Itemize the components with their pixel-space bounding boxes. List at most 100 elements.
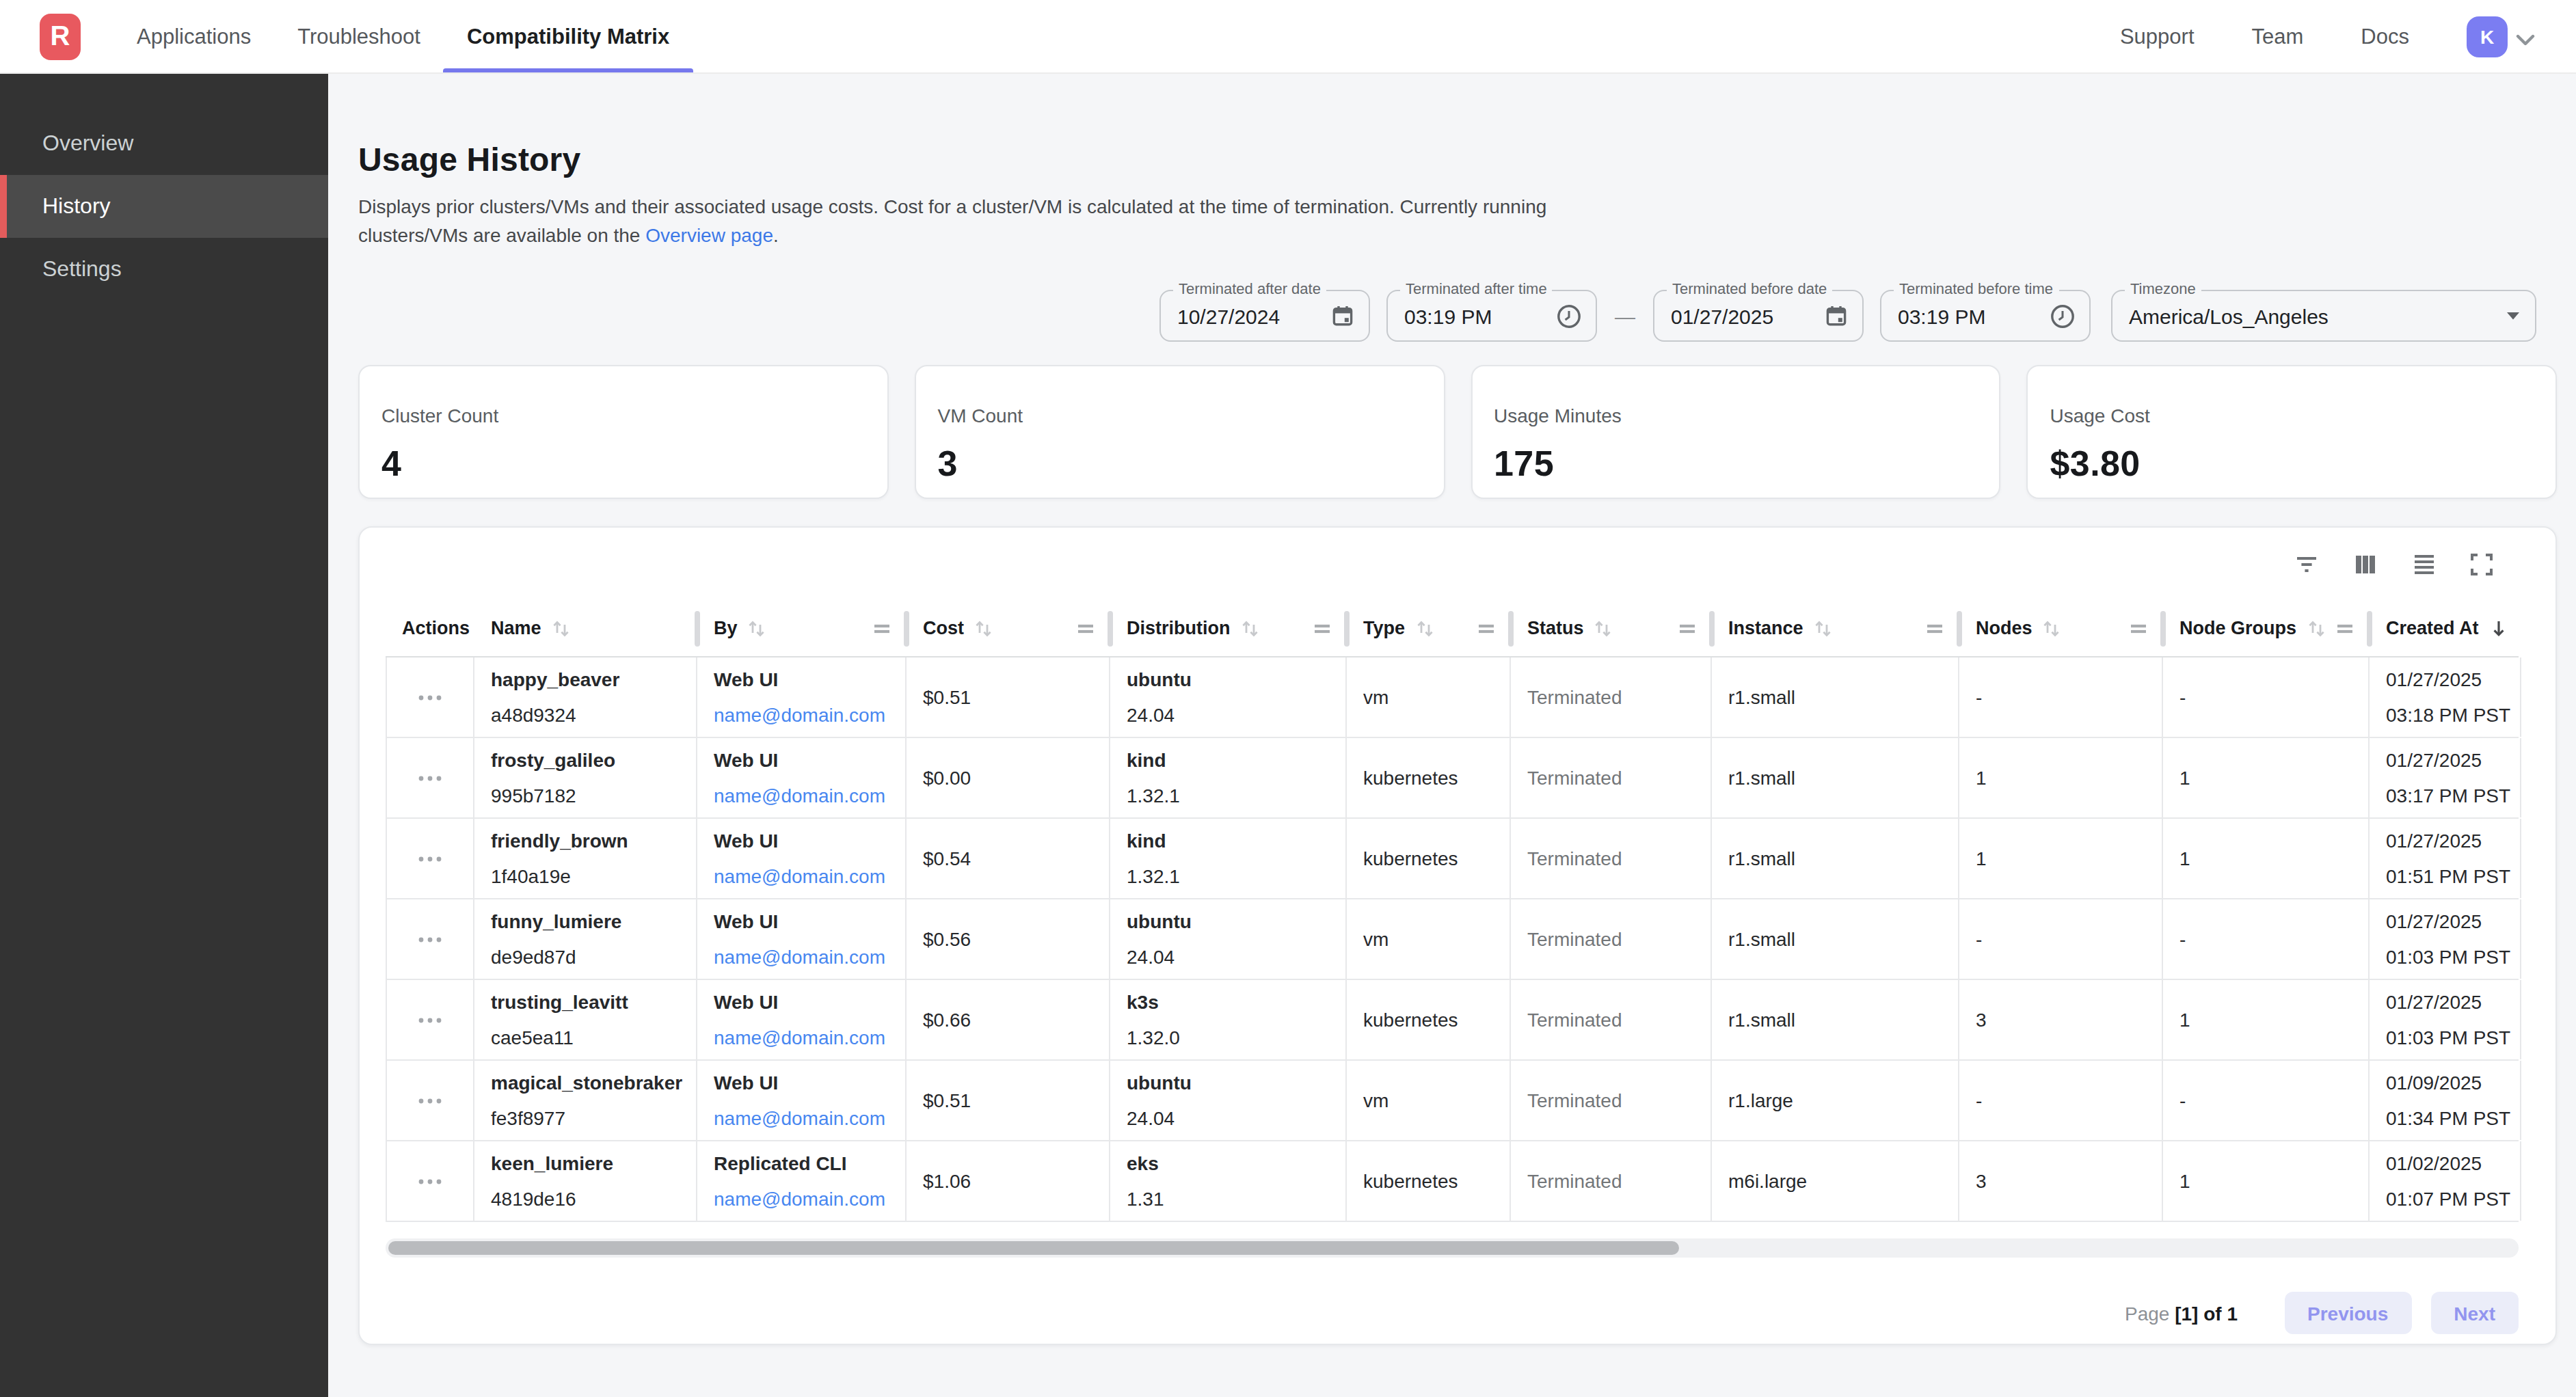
row-actions-button[interactable] [386,980,474,1059]
column-header-actions[interactable]: Actions [386,600,474,656]
created-date: 01/09/2025 [2386,1065,2504,1100]
filter-icon[interactable] [2293,551,2320,578]
created-by-email[interactable]: name@domain.com [714,858,889,894]
cell-by: Web UIname@domain.com [697,980,907,1059]
column-header-created-at[interactable]: Created At [2370,600,2521,656]
main-content: Usage History Displays prior clusters/VM… [328,74,2576,1397]
next-button[interactable]: Next [2430,1292,2519,1334]
column-resize-handle[interactable] [1344,611,1350,647]
overview-page-link[interactable]: Overview page [645,224,773,246]
column-menu-icon[interactable] [1478,621,1494,635]
sidebar-item-settings[interactable]: Settings [0,238,328,301]
stat-card-usage-minutes: Usage Minutes 175 [1471,365,2001,499]
column-resize-handle[interactable] [695,611,700,647]
scrollbar-thumb[interactable] [388,1241,1679,1255]
table-row[interactable]: friendly_brown1f40a19eWeb UIname@domain.… [386,819,2519,899]
column-menu-icon[interactable] [874,621,890,635]
table-row[interactable]: funny_lumierede9ed87dWeb UIname@domain.c… [386,899,2519,980]
sort-icon[interactable] [1240,618,1261,638]
replicated-logo[interactable]: R [40,13,81,59]
column-menu-icon[interactable] [1077,621,1094,635]
avatar[interactable]: K [2467,16,2508,57]
row-actions-button[interactable] [386,1061,474,1140]
row-actions-button[interactable] [386,1141,474,1221]
row-actions-button[interactable] [386,657,474,737]
filter-terminated-after-time[interactable]: Terminated after time03:19 PM [1386,290,1597,342]
column-resize-handle[interactable] [2160,611,2166,647]
column-header-name[interactable]: Name [474,600,697,656]
calendar-icon[interactable] [1330,303,1355,328]
dropdown-arrow-icon[interactable] [2505,310,2521,321]
created-by-email[interactable]: name@domain.com [714,1020,889,1055]
created-by-email[interactable]: name@domain.com [714,939,889,975]
sidebar-item-overview[interactable]: Overview [0,112,328,175]
column-header-status[interactable]: Status [1511,600,1712,656]
sort-icon[interactable] [747,618,768,638]
sort-desc-icon[interactable] [2488,618,2509,638]
sidebar-item-history[interactable]: History [0,175,328,238]
created-by-email[interactable]: name@domain.com [714,1100,889,1136]
fullscreen-icon[interactable] [2469,552,2494,577]
row-actions-button[interactable] [386,899,474,979]
column-menu-icon[interactable] [2130,621,2147,635]
column-header-cost[interactable]: Cost [907,600,1110,656]
cell-by: Web UIname@domain.com [697,738,907,817]
nav-support[interactable]: Support [2120,24,2195,49]
column-menu-icon[interactable] [1927,621,1943,635]
created-by-email[interactable]: name@domain.com [714,778,889,813]
row-actions-button[interactable] [386,819,474,898]
table-row[interactable]: keen_lumiere4819de16Replicated CLIname@d… [386,1141,2519,1222]
nav-team[interactable]: Team [2252,24,2304,49]
column-menu-icon[interactable] [2337,621,2353,635]
created-by-email[interactable]: name@domain.com [714,697,889,733]
nav-tab-compatibility-matrix[interactable]: Compatibility Matrix [444,0,693,72]
column-header-nodes[interactable]: Nodes [1959,600,2163,656]
usage-table-card: ActionsNameByCostDistributionTypeStatusI… [358,526,2557,1345]
column-resize-handle[interactable] [1508,611,1514,647]
sort-icon[interactable] [2306,618,2326,638]
column-menu-icon[interactable] [1314,621,1330,635]
nav-tab-troubleshoot[interactable]: Troubleshoot [274,0,444,72]
clock-icon[interactable] [2050,303,2076,329]
created-date: 01/27/2025 [2386,742,2504,778]
nav-tab-applications[interactable]: Applications [113,0,274,72]
table-row[interactable]: happy_beavera48d9324Web UIname@domain.co… [386,657,2519,738]
sort-icon[interactable] [1594,618,1614,638]
column-resize-handle[interactable] [1709,611,1715,647]
column-header-distribution[interactable]: Distribution [1110,600,1347,656]
filter-terminated-after-date[interactable]: Terminated after date10/27/2024 [1159,290,1370,342]
sort-icon[interactable] [974,618,994,638]
column-header-instance[interactable]: Instance [1712,600,1959,656]
usage-table: ActionsNameByCostDistributionTypeStatusI… [386,600,2519,1222]
filter-terminated-before-date[interactable]: Terminated before date01/27/2025 [1653,290,1864,342]
created-by-email[interactable]: name@domain.com [714,1181,889,1217]
column-menu-icon[interactable] [1679,621,1695,635]
chevron-down-icon[interactable] [2516,27,2535,51]
column-header-type[interactable]: Type [1347,600,1511,656]
horizontal-scrollbar[interactable] [386,1238,2519,1258]
nav-docs[interactable]: Docs [2361,24,2409,49]
cell-name: happy_beavera48d9324 [474,657,697,737]
previous-button[interactable]: Previous [2284,1292,2411,1334]
sort-icon[interactable] [1813,618,1834,638]
column-resize-handle[interactable] [1957,611,1962,647]
row-actions-button[interactable] [386,738,474,817]
clock-icon[interactable] [1556,303,1582,329]
sort-icon[interactable] [2042,618,2063,638]
table-row[interactable]: frosty_galileo995b7182Web UIname@domain.… [386,738,2519,819]
table-row[interactable]: trusting_leavittcae5ea11Web UIname@domai… [386,980,2519,1061]
filter-terminated-before-time[interactable]: Terminated before time03:19 PM [1880,290,2091,342]
calendar-icon[interactable] [1824,303,1849,328]
table-row[interactable]: magical_stonebrakerfe3f8977Web UIname@do… [386,1061,2519,1141]
column-header-node-groups[interactable]: Node Groups [2163,600,2370,656]
column-resize-handle[interactable] [1108,611,1113,647]
density-icon[interactable] [2411,551,2438,578]
sort-icon[interactable] [551,618,572,638]
columns-icon[interactable] [2352,551,2379,578]
column-resize-handle[interactable] [904,611,909,647]
filter-timezone[interactable]: TimezoneAmerica/Los_Angeles [2111,290,2536,342]
sort-icon[interactable] [1414,618,1435,638]
column-header-by[interactable]: By [697,600,907,656]
column-resize-handle[interactable] [2367,611,2372,647]
cell-nodes: - [1959,657,2163,737]
